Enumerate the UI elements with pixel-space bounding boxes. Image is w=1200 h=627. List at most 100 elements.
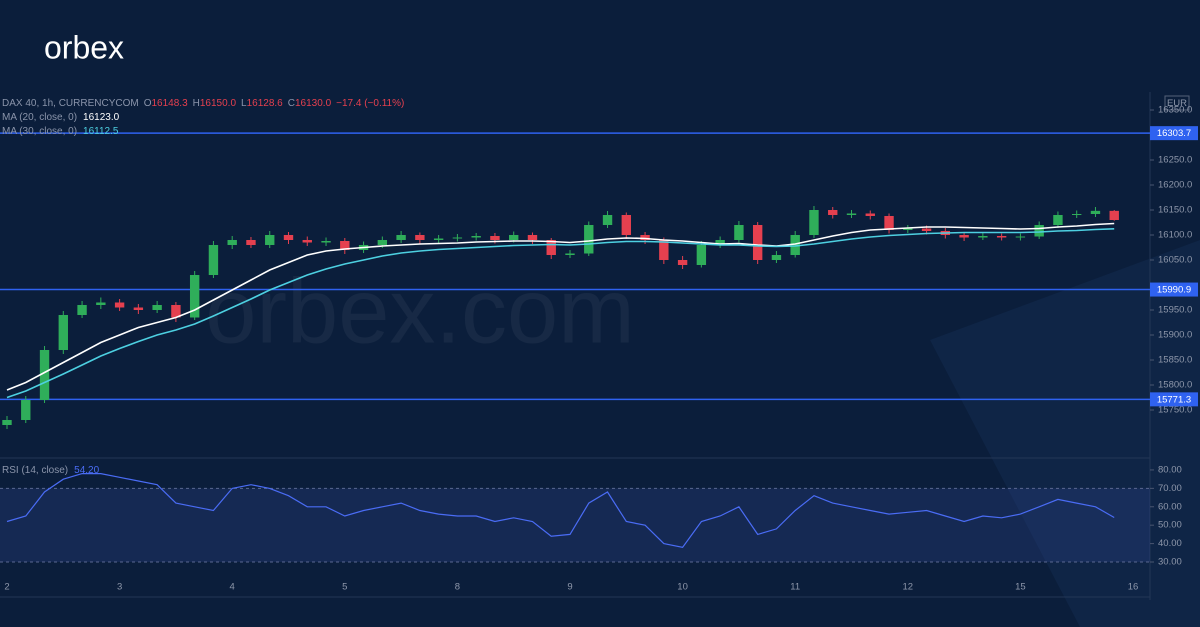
candle-body [828, 210, 838, 215]
candle-body [621, 215, 631, 235]
y-tick-label: 15900.0 [1158, 330, 1192, 341]
candle-body [677, 260, 688, 265]
candle-body [527, 235, 538, 240]
candle-body [152, 305, 162, 310]
x-tick-label: 3 [117, 582, 122, 593]
candle-body [565, 253, 575, 255]
candle-body [584, 225, 594, 254]
candle-body [996, 236, 1007, 238]
x-tick-label: 2 [4, 582, 9, 593]
currency: EUR [1167, 98, 1187, 109]
y-tick-label: 16250.0 [1158, 155, 1192, 166]
legend-name: MA (30, close, 0) [2, 126, 77, 137]
y-tick-label: 30.00 [1158, 557, 1182, 568]
candle-body [921, 228, 932, 231]
candle-body [77, 305, 87, 315]
candle-body [1015, 236, 1026, 238]
candle-body [58, 315, 68, 350]
candle-body [771, 255, 782, 260]
candle-body [752, 225, 763, 260]
x-tick-label: 9 [567, 582, 572, 593]
candle-body [415, 235, 425, 240]
candle-body [133, 307, 144, 310]
candle-body [227, 240, 237, 245]
legend-value: 16123.0 [83, 112, 120, 123]
moving-average [6, 222, 1115, 391]
y-tick-label: 16350.0 [1158, 105, 1192, 116]
candle-body [396, 235, 406, 240]
candle-body [39, 350, 50, 400]
y-tick-label: 70.00 [1158, 483, 1182, 494]
y-tick-label: 15800.0 [1158, 380, 1192, 391]
legend-value: 16112.5 [83, 126, 119, 137]
candle-body [959, 235, 969, 238]
ohlc-value: 16128.6 [247, 98, 284, 109]
ohlc-key: H [193, 98, 200, 109]
candle-body [1072, 214, 1082, 215]
candle-body [302, 240, 312, 243]
candle-body [265, 235, 275, 245]
watermark: orbex.com [205, 260, 635, 362]
candle-body [2, 420, 12, 425]
y-tick-label: 60.00 [1158, 501, 1182, 512]
candle-body [659, 240, 669, 260]
legend-row: MA (20, close, 0) 16123.0 [2, 112, 120, 123]
logo: orbex [44, 29, 124, 65]
candle-body [114, 302, 125, 308]
level-tag [1150, 282, 1198, 297]
candle-body [1090, 210, 1101, 214]
candle-body [1109, 210, 1119, 220]
candle-body [790, 235, 800, 255]
candle-body [96, 302, 106, 305]
candle-body [734, 225, 744, 240]
x-tick-label: 10 [677, 582, 688, 593]
level-tag [1150, 126, 1198, 141]
x-tick-label: 11 [790, 582, 800, 593]
candle-body [208, 245, 219, 275]
rsi-line [6, 473, 1115, 548]
candle-body [903, 228, 913, 230]
y-tick-label: 15950.0 [1158, 305, 1192, 316]
candle-body [640, 235, 650, 240]
legend-row: DAX 40, 1h, CURRENCYCOM O16148.3 H16150.0 L… [2, 98, 404, 109]
candle-body [509, 235, 519, 240]
level-tag [1150, 392, 1198, 407]
y-tick-label: 15850.0 [1158, 355, 1192, 366]
x-tick-label: 4 [230, 582, 235, 593]
symbol: DAX 40, 1h, CURRENCYCOM [2, 98, 139, 109]
ohlc-value: 16148.3 [151, 98, 188, 109]
candle-body [21, 400, 31, 420]
y-tick-label: 16150.0 [1158, 205, 1192, 216]
x-tick-label: 16 [1128, 582, 1139, 593]
candle-body [715, 240, 725, 245]
ohlc-value: 16130.0 [295, 98, 332, 109]
y-tick-label: 16100.0 [1158, 230, 1192, 241]
candle-body [809, 210, 819, 235]
candle-body [1034, 225, 1044, 237]
candle-body [884, 216, 894, 230]
level-label: 15771.3 [1157, 394, 1191, 405]
x-tick-label: 8 [455, 582, 460, 593]
candle-body [696, 245, 707, 265]
legend-row: RSI (14, close) 54.20 [2, 465, 100, 476]
ohlc-value: 16150.0 [200, 98, 237, 109]
level-label: 15990.9 [1157, 285, 1191, 296]
candle-body [321, 241, 331, 243]
candle-body [246, 240, 256, 245]
y-tick-label: 16200.0 [1158, 180, 1192, 191]
candle-body [602, 215, 613, 225]
y-tick-label: 15750.0 [1158, 405, 1192, 416]
candle-body [1053, 215, 1063, 225]
candle-body [171, 305, 181, 318]
candle-body [283, 235, 294, 240]
level-label: 16303.7 [1157, 128, 1191, 139]
candle-body [978, 236, 988, 238]
candle-body [865, 213, 875, 216]
moving-average [6, 228, 1115, 399]
candle-body [490, 236, 500, 240]
candle-body [452, 237, 463, 239]
legend-name: RSI (14, close) [2, 465, 68, 476]
candle-body [189, 275, 200, 318]
